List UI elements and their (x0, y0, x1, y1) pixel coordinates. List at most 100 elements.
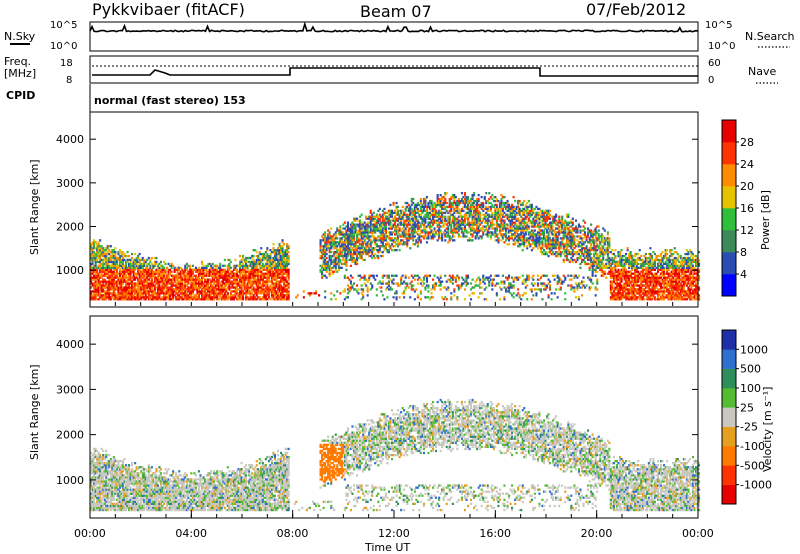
echo-cell (112, 288, 115, 291)
echo-cell (432, 217, 435, 220)
echo-cell (167, 278, 170, 281)
echo-cell (96, 298, 99, 301)
echo-cell (395, 296, 398, 299)
echo-cell (216, 284, 219, 287)
echo-cell (503, 241, 506, 244)
echo-cell (255, 290, 258, 293)
echo-cell (99, 284, 102, 287)
echo-cell (266, 272, 269, 275)
echo-cell (377, 239, 380, 242)
echo-cell (263, 272, 266, 275)
echo-cell (153, 296, 156, 299)
echo-cell (325, 266, 328, 269)
echo-cell (406, 213, 409, 216)
echo-cell (109, 254, 112, 258)
echo-cell (263, 276, 266, 279)
echo-cell (351, 223, 354, 226)
echo-cell (146, 280, 149, 283)
echo-cell (541, 284, 544, 287)
echo-cell (384, 217, 387, 220)
echo-cell (275, 270, 278, 273)
echo-cell (342, 245, 345, 248)
echo-cell (214, 294, 217, 297)
echo-cell (205, 288, 208, 291)
echo-cell (275, 294, 278, 297)
echo-cell (219, 270, 222, 273)
echo-cell (346, 247, 349, 250)
echo-cell (372, 274, 375, 277)
echo-cell (126, 278, 129, 281)
echo-cell (413, 229, 416, 232)
echo-cell (132, 290, 135, 293)
echo-cell (494, 284, 497, 287)
echo-cell (401, 292, 404, 295)
echo-cell (429, 217, 432, 220)
echo-cell (397, 243, 400, 246)
echo-cell (155, 298, 158, 301)
echo-cell (232, 290, 235, 293)
echo-cell (454, 278, 457, 281)
echo-cell (327, 262, 330, 266)
echo-cell (328, 243, 331, 246)
echo-cell (425, 209, 428, 212)
echo-cell (172, 282, 175, 285)
echo-cell (211, 286, 214, 289)
echo-cell (140, 294, 143, 297)
echo-cell (421, 203, 424, 207)
echo-cell (109, 296, 112, 299)
echo-cell (435, 209, 438, 212)
echo-cell (140, 290, 143, 293)
echo-cell (392, 282, 395, 285)
echo-cell (333, 245, 336, 248)
echo-cell (277, 274, 280, 277)
echo-cell (416, 223, 419, 226)
echo-cell (497, 241, 500, 244)
echo-cell (387, 249, 390, 252)
echo-cell (103, 251, 106, 254)
echo-cell (477, 284, 480, 287)
echo-cell (179, 274, 182, 277)
echo-cell (156, 274, 159, 277)
echo-cell (153, 274, 156, 277)
echo-cell (210, 288, 213, 291)
echo-cell (141, 272, 144, 275)
echo-cell (416, 274, 419, 277)
echo-cell (439, 280, 442, 283)
echo-cell (389, 231, 392, 234)
echo-cell (395, 213, 398, 216)
echo-cell (270, 258, 273, 262)
echo-cell (395, 219, 398, 222)
echo-cell (115, 282, 118, 285)
echo-cell (467, 282, 470, 285)
echo-cell (287, 272, 290, 275)
echo-cell (187, 274, 190, 277)
echo-cell (444, 207, 447, 211)
echo-cell (371, 225, 374, 228)
echo-cell (360, 245, 363, 248)
echo-cell (150, 288, 153, 291)
echo-cell (368, 231, 371, 234)
echo-cell (96, 245, 99, 248)
echo-cell (188, 278, 191, 281)
echo-cell (167, 274, 170, 277)
echo-cell (99, 274, 102, 277)
echo-cell (441, 217, 444, 220)
echo-cell (416, 201, 419, 205)
echo-cell (404, 241, 407, 244)
echo-cell (103, 266, 106, 269)
echo-cell (371, 286, 374, 289)
echo-cell (371, 229, 374, 232)
echo-cell (433, 229, 436, 232)
echo-cell (381, 276, 384, 279)
echo-cell (191, 290, 194, 293)
echo-cell (205, 268, 208, 271)
echo-cell (536, 284, 539, 287)
echo-cell (439, 229, 442, 232)
echo-cell (538, 245, 541, 248)
echo-cell (202, 284, 205, 287)
echo-cell (235, 280, 238, 283)
echo-cell (261, 282, 264, 285)
echo-cell (488, 227, 491, 230)
echo-cell (111, 278, 114, 281)
echo-cell (126, 282, 129, 285)
